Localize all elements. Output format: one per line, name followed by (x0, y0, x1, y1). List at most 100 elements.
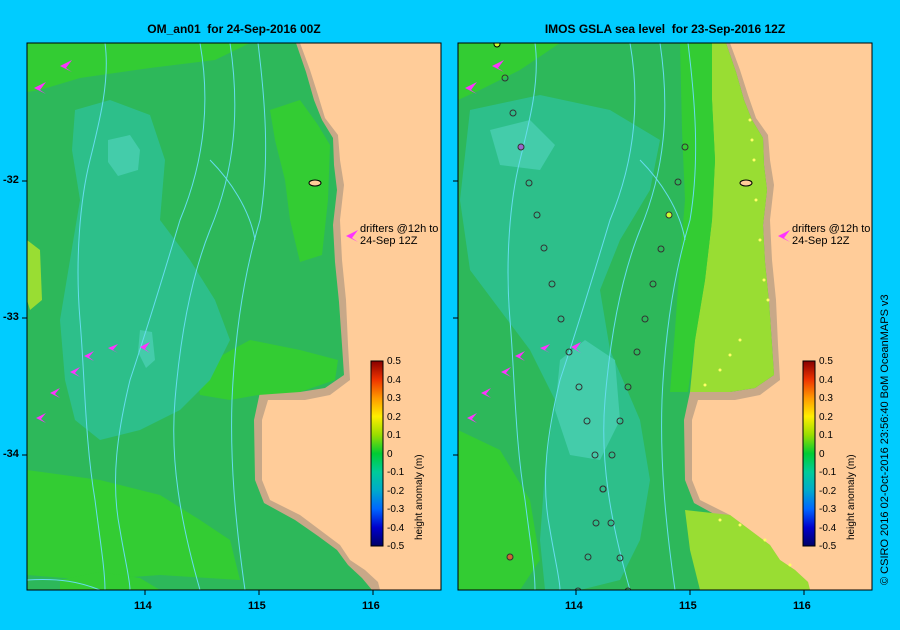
sea-negative-core (108, 135, 140, 176)
drifter-arrow-icon (481, 388, 491, 398)
altimeter-track-marker-icon (624, 383, 632, 391)
right-map-frame (457, 42, 873, 591)
coastal-points (703, 118, 792, 567)
lat-tick-label: -33 (3, 311, 19, 323)
island (308, 179, 322, 187)
altimeter-track-marker-icon (665, 211, 673, 219)
lat-tick-label: -34 (3, 448, 19, 460)
drifter-arrow-icon (84, 351, 94, 361)
sea-negative-core (138, 330, 155, 368)
colorbar-tick-label: -0.4 (819, 522, 837, 534)
bathymetry-contours (27, 43, 267, 590)
altimeter-track-marker-icon (649, 280, 657, 288)
sea-positive-patch (670, 43, 715, 392)
altimeter-track-marker-icon (641, 315, 649, 323)
altimeter-tracks (493, 43, 689, 590)
colorbar-tick-label: -0.3 (387, 504, 405, 515)
altimeter-track-marker-icon (616, 554, 624, 562)
colorbar-tick-label: 0 (819, 448, 825, 460)
drifter-note-left: drifters @12h to 24-Sep 12Z (360, 223, 439, 247)
altimeter-track-marker-icon (501, 74, 509, 82)
colorbar-tick-label: -0.5 (387, 541, 405, 552)
colorbar-tick-label: 0.3 (387, 393, 401, 404)
altimeter-track-marker-icon (509, 109, 517, 117)
altimeter-track-marker-icon (525, 179, 533, 187)
altimeter-track-marker-icon (681, 143, 689, 151)
altimeter-track-marker-icon (599, 485, 607, 493)
colorbar-tick-label: 0.5 (819, 356, 833, 367)
bathymetry-contours (507, 43, 697, 590)
drifter-arrow-icon (465, 82, 477, 94)
altimeter-track-marker-icon (557, 315, 565, 323)
drifter-arrow-icon (108, 344, 118, 353)
altimeter-track-marker-icon (633, 348, 641, 356)
drifter-arrow-icon (34, 82, 46, 94)
island (739, 179, 753, 187)
colorbar-tick-label: 0.4 (387, 374, 401, 386)
lon-tick-label: 115 (679, 600, 697, 612)
altimeter-track-marker-icon (548, 280, 556, 288)
colorbar-tick-label: -0.4 (387, 522, 405, 534)
sea-positive-patch (458, 43, 560, 100)
lon-tick-label: 116 (362, 600, 380, 612)
drifter-note-right: drifters @12h to 24-Sep 12Z (792, 223, 871, 247)
drifters-left (34, 60, 150, 423)
altimeter-track-marker-icon (575, 383, 583, 391)
altimeter-track-marker-icon (616, 417, 624, 425)
colorbar-tick-label: 0.2 (819, 411, 833, 423)
colorbar-tick-label: -0.2 (819, 485, 837, 497)
lon-tick-label: 114 (565, 600, 583, 612)
sea-positive-patch (27, 470, 240, 580)
left-panel-title: OM_an01 for 24-Sep-2016 00Z (147, 22, 321, 36)
altimeter-track-marker-icon (517, 143, 525, 151)
colorbar-tick-label: 0.1 (819, 430, 833, 441)
lon-tick-label: 116 (793, 600, 811, 612)
colorbar-tick-label: 0.1 (387, 430, 401, 441)
drifters-right (465, 60, 581, 423)
sea-positive-patch (685, 510, 810, 590)
altimeter-track-marker-icon (657, 245, 665, 253)
credit-text: © CSIRO 2016 02-Oct-2016 23:56:40 BoM Oc… (879, 294, 891, 585)
altimeter-track-marker-icon (674, 178, 682, 186)
axis-ticks (22, 180, 805, 595)
sea-positive-patch (27, 43, 250, 92)
colorbar-tick-label: 0 (387, 448, 393, 460)
altimeter-track-marker-icon (608, 451, 616, 459)
drifter-arrow-icon (571, 342, 581, 353)
sea-positive-patch (195, 340, 338, 400)
altimeter-track-marker-icon (607, 519, 615, 527)
lon-tick-label: 115 (248, 600, 266, 612)
colorbar-right (802, 360, 816, 547)
colorbar-right-title: height anomaly (m) (846, 454, 857, 540)
altimeter-track-marker-icon (592, 519, 600, 527)
sea-positive-patch (27, 240, 42, 310)
drifter-arrow-icon (501, 367, 511, 377)
colorbar-tick-label: 0.4 (819, 374, 833, 386)
drifter-arrow-icon (515, 351, 525, 361)
colorbar-tick-label: -0.1 (819, 467, 837, 478)
altimeter-track-marker-icon (540, 244, 548, 252)
drifter-arrow-icon (467, 413, 477, 423)
sea-positive-patch (690, 43, 774, 392)
lat-tick-label: -32 (3, 174, 19, 186)
colorbar-tick-label: -0.1 (387, 467, 405, 478)
altimeter-track-marker-icon (533, 211, 541, 219)
altimeter-track-marker-icon (583, 417, 591, 425)
left-map-frame (26, 42, 442, 591)
drifter-arrow-icon (60, 60, 72, 72)
drifter-arrow-icon (778, 230, 790, 242)
drifter-arrow-icon (346, 230, 358, 242)
altimeter-track-marker-icon (565, 348, 573, 356)
colorbar-left (370, 360, 384, 547)
sea-positive-patch (60, 572, 160, 590)
drifter-arrow-icon (492, 60, 504, 72)
altimeter-track-marker-icon (624, 587, 632, 590)
altimeter-track-marker-icon (584, 553, 592, 561)
sea-positive-patch (458, 430, 540, 590)
colorbar-tick-label: 0.2 (387, 411, 401, 423)
right-panel-title: IMOS GSLA sea level for 23-Sep-2016 12Z (544, 22, 786, 36)
drifter-arrow-icon (36, 413, 46, 423)
altimeter-track-marker-icon (574, 587, 582, 590)
altimeter-track-marker-icon (591, 451, 599, 459)
